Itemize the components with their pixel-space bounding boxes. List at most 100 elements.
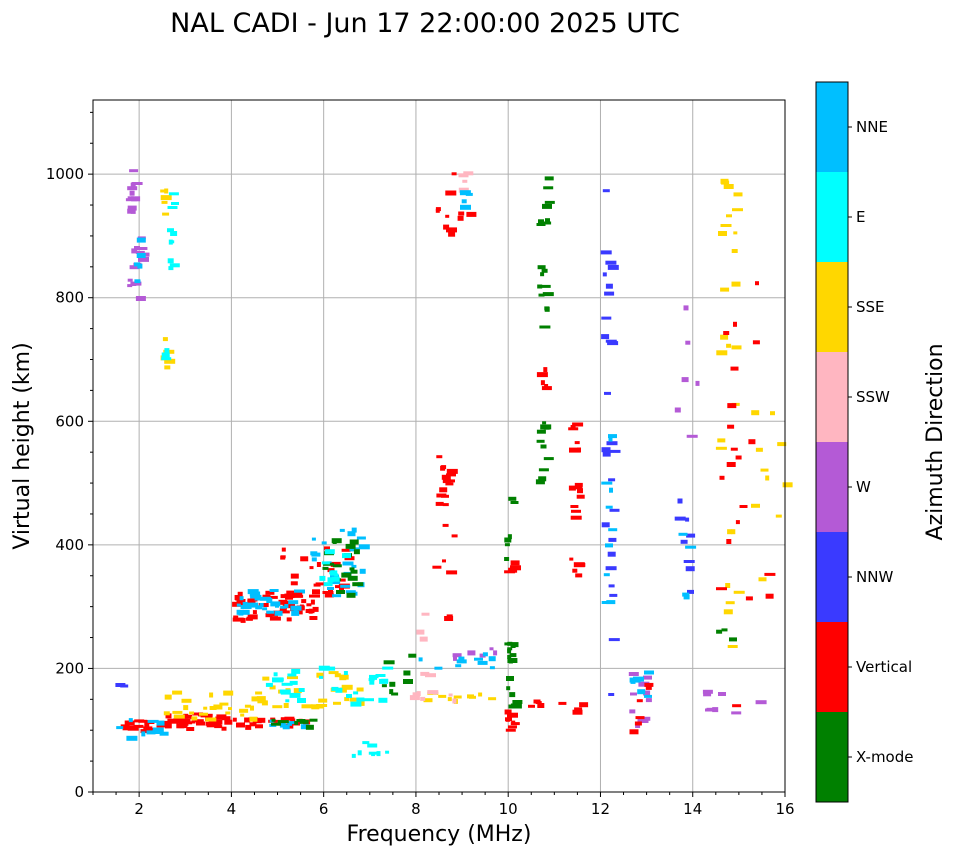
echo-pixel bbox=[249, 722, 257, 727]
echo-pixel bbox=[536, 439, 545, 443]
colorbar-segment bbox=[816, 442, 848, 532]
echo-pixel bbox=[285, 699, 290, 703]
echo-pixel bbox=[216, 714, 227, 720]
echo-pixel bbox=[267, 610, 275, 614]
echo-pixel bbox=[510, 722, 520, 726]
echo-pixel bbox=[452, 653, 462, 658]
echo-pixel bbox=[458, 211, 465, 216]
echo-pixel bbox=[505, 728, 516, 732]
echo-pixel bbox=[725, 601, 735, 605]
echo-pixel bbox=[350, 569, 358, 574]
echo-pixel bbox=[134, 280, 141, 284]
echo-pixel bbox=[629, 729, 639, 735]
echo-pixel bbox=[168, 239, 173, 245]
echo-pixel bbox=[488, 656, 496, 662]
colorbar-label: X-mode bbox=[856, 748, 913, 766]
echo-pixel bbox=[161, 357, 172, 361]
echo-pixel bbox=[540, 284, 551, 288]
echo-pixel bbox=[601, 316, 612, 320]
echo-pixel bbox=[731, 711, 742, 715]
echo-pixel bbox=[466, 211, 477, 217]
echo-pixel bbox=[729, 637, 737, 642]
echo-pixel bbox=[507, 655, 512, 659]
echo-pixel bbox=[391, 692, 399, 696]
echo-pixel bbox=[274, 610, 283, 616]
echo-pixel bbox=[299, 719, 309, 724]
echo-pixel bbox=[311, 557, 317, 562]
echo-pixel bbox=[732, 208, 743, 212]
echo-pixel bbox=[209, 692, 214, 698]
echo-pixel bbox=[311, 537, 316, 541]
echo-pixel bbox=[536, 223, 546, 226]
echo-pixel bbox=[601, 481, 613, 485]
echo-pixel bbox=[305, 724, 314, 730]
echo-pixel bbox=[288, 600, 299, 605]
echo-pixel bbox=[721, 628, 728, 632]
echo-pixel bbox=[607, 551, 616, 557]
echo-pixel bbox=[247, 599, 256, 605]
echo-pixel bbox=[339, 528, 345, 532]
echo-pixel bbox=[512, 700, 523, 704]
echo-pixel bbox=[346, 694, 352, 698]
echo-pixel bbox=[130, 281, 142, 286]
echo-pixel bbox=[537, 284, 543, 289]
echo-pixel bbox=[127, 284, 133, 288]
echo-pixel bbox=[629, 709, 636, 714]
echo-pixel bbox=[508, 725, 517, 729]
echo-pixel bbox=[169, 263, 180, 268]
echo-pixel bbox=[351, 527, 357, 533]
echo-pixel bbox=[369, 679, 375, 685]
echo-pixel bbox=[544, 384, 549, 389]
echo-pixel bbox=[604, 291, 615, 296]
echo-pixel bbox=[265, 613, 273, 618]
echo-pixel bbox=[232, 617, 244, 622]
echo-pixel bbox=[135, 250, 145, 254]
echo-pixel bbox=[164, 188, 169, 194]
echo-pixel bbox=[605, 543, 613, 548]
echo-pixel bbox=[347, 531, 356, 537]
echo-pixel bbox=[186, 727, 195, 731]
echo-pixel bbox=[319, 675, 323, 679]
x-tick-label: 10 bbox=[499, 800, 518, 818]
echo-pixel bbox=[733, 590, 745, 594]
echo-pixel bbox=[508, 496, 517, 501]
echo-pixel bbox=[251, 696, 258, 702]
echo-pixel bbox=[739, 505, 748, 508]
echo-pixel bbox=[606, 600, 616, 605]
echo-pixel bbox=[172, 710, 183, 714]
echo-pixel bbox=[215, 716, 222, 720]
echo-pixel bbox=[247, 589, 259, 595]
echo-pixel bbox=[358, 544, 370, 550]
echo-pixel bbox=[637, 718, 649, 723]
echo-pixel bbox=[435, 501, 444, 506]
echo-pixel bbox=[192, 712, 200, 716]
echo-pixel bbox=[451, 534, 458, 538]
echo-pixel bbox=[244, 717, 251, 723]
echo-pixel bbox=[723, 184, 734, 189]
echo-pixel bbox=[745, 596, 753, 601]
echo-pixel bbox=[311, 552, 321, 557]
echo-pixel bbox=[262, 594, 271, 599]
echo-pixel bbox=[331, 538, 342, 544]
echo-pixel bbox=[300, 724, 309, 730]
echo-pixel bbox=[416, 629, 425, 635]
echo-pixel bbox=[542, 292, 554, 297]
echo-pixel bbox=[482, 652, 488, 657]
echo-pixel bbox=[321, 561, 330, 565]
echo-pixel bbox=[344, 556, 355, 561]
echo-pixel bbox=[720, 334, 729, 340]
colorbar-segment bbox=[816, 82, 848, 172]
echo-pixel bbox=[189, 711, 194, 715]
echo-pixel bbox=[353, 691, 359, 695]
echo-pixel bbox=[542, 203, 552, 209]
y-tick-label: 400 bbox=[55, 536, 84, 554]
echo-pixel bbox=[537, 265, 546, 270]
echo-pixel bbox=[280, 689, 290, 695]
echo-pixel bbox=[442, 479, 451, 484]
echo-pixel bbox=[278, 610, 290, 614]
echo-pixel bbox=[127, 205, 137, 211]
echo-pixel bbox=[643, 690, 651, 696]
echo-pixel bbox=[293, 688, 302, 694]
x-tick-label: 4 bbox=[227, 800, 237, 818]
y-tick-label: 200 bbox=[55, 659, 84, 677]
